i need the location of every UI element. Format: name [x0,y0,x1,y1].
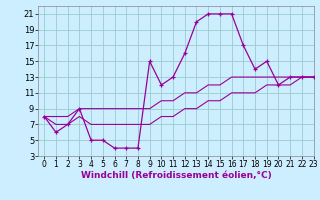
X-axis label: Windchill (Refroidissement éolien,°C): Windchill (Refroidissement éolien,°C) [81,171,271,180]
